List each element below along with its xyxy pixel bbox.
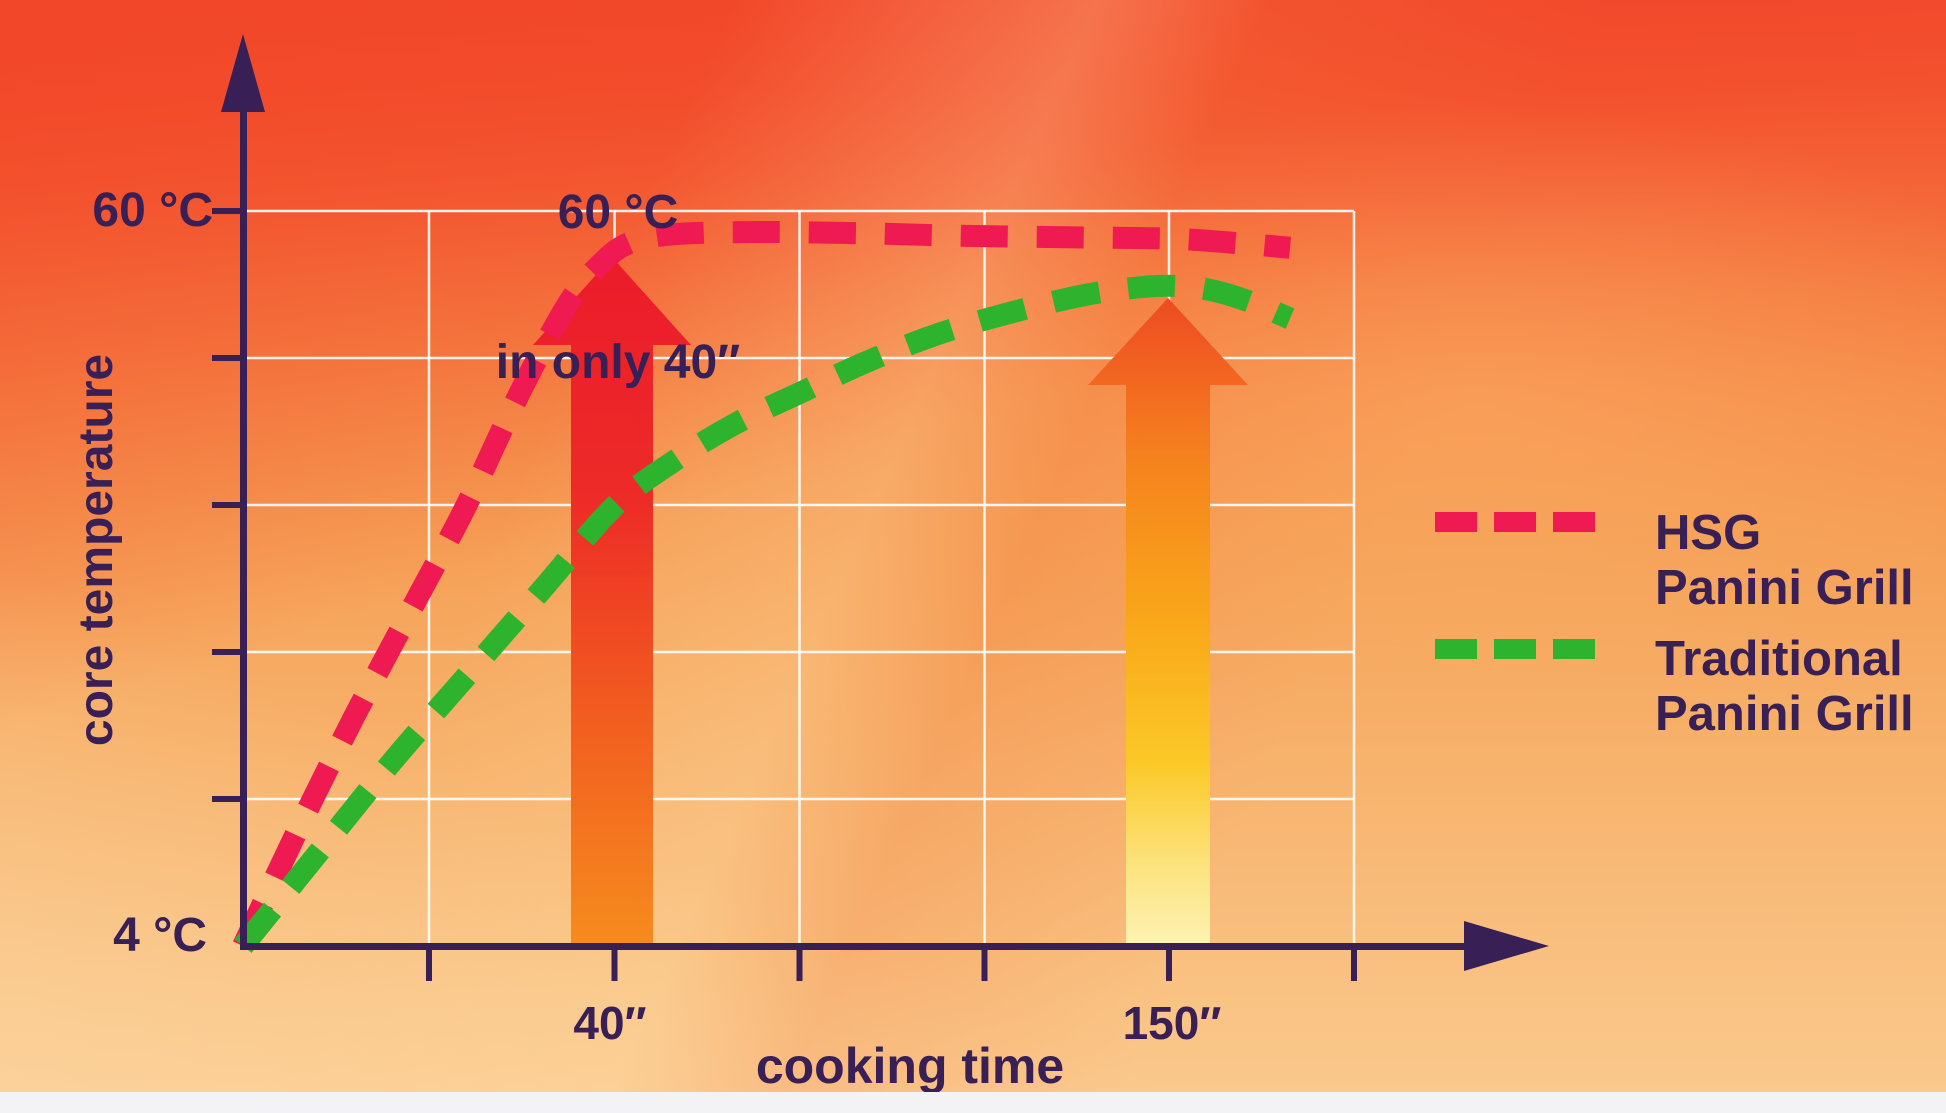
legend-label-hsg: HSG Panini Grill (1655, 506, 1914, 616)
axes (212, 34, 1549, 981)
highlight-arrow-150s (1088, 298, 1248, 943)
highlight-arrows (533, 257, 1248, 943)
hsg-dash-icon (1435, 512, 1477, 532)
y-tick-label-60: 60 °C (92, 184, 213, 237)
y-axis-title: core temperature (70, 353, 123, 747)
annotation-60c-in-40s: 60 °C in only 40″ (418, 88, 818, 488)
x-tick-label-40: 40″ (573, 997, 647, 1049)
traditional-dash-icon (1553, 639, 1595, 659)
traditional-dash-icon (1494, 639, 1536, 659)
hsg-dash-icon (1494, 512, 1536, 532)
annotation-line2: in only 40″ (495, 336, 741, 389)
legend-traditional-line1: Traditional (1655, 632, 1903, 686)
legend-label-traditional: Traditional Panini Grill (1655, 632, 1914, 742)
x-axis-title: cooking time (755, 1038, 1065, 1094)
legend-hsg-line2: Panini Grill (1655, 561, 1914, 615)
x-tick-label-150: 150″ (1122, 997, 1222, 1049)
traditional-curve (234, 274, 1295, 953)
legend-swatch-traditional (1435, 639, 1595, 659)
x-axis-arrowhead (1464, 921, 1549, 971)
hsg-curve (233, 221, 1291, 951)
traditional-dash-icon (1435, 639, 1477, 659)
y-tick-label-4: 4 °C (113, 909, 207, 962)
axis-ticks (212, 208, 1357, 981)
highlight-arrow-40s (533, 257, 691, 943)
bottom-strip (0, 1092, 1946, 1113)
y-axis-arrowhead (221, 34, 265, 112)
legend-traditional-line2: Panini Grill (1655, 687, 1914, 741)
hsg-dash-icon (1553, 512, 1595, 532)
annotation-line1: 60 °C (557, 186, 679, 239)
legend-swatch-hsg (1435, 512, 1595, 532)
legend-hsg-line1: HSG (1655, 506, 1762, 560)
